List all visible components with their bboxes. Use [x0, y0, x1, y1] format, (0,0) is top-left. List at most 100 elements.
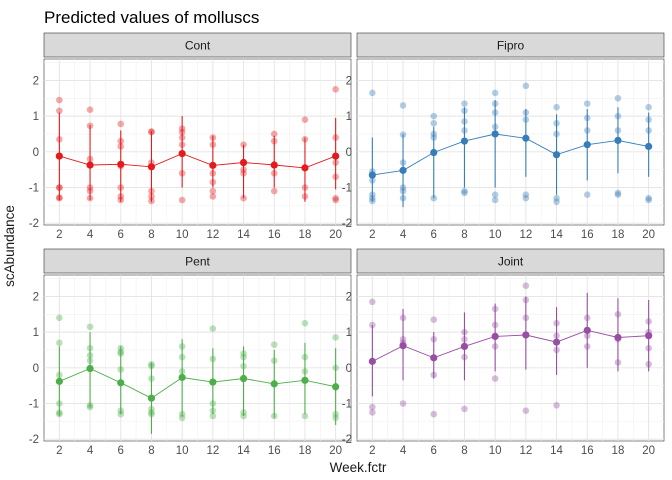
x-tick-label: 12 — [206, 445, 219, 457]
raw-point-cont — [270, 187, 278, 195]
x-tick-label: 2 — [369, 229, 375, 241]
predicted-point-fipro — [614, 136, 622, 144]
x-tick-label: 16 — [581, 445, 594, 457]
predicted-point-joint — [430, 354, 438, 362]
raw-point-fipro — [553, 194, 560, 202]
predicted-point-joint — [645, 332, 653, 340]
raw-point-fipro — [645, 103, 652, 111]
raw-point-fipro — [491, 196, 499, 204]
raw-point-pent — [56, 314, 63, 322]
raw-point-fipro — [369, 89, 376, 97]
x-tick-label: 12 — [206, 229, 219, 241]
raw-point-cont — [332, 86, 339, 93]
y-tick-label: 0 — [346, 363, 352, 375]
x-tick-label: 18 — [299, 445, 312, 457]
x-tick-label: 20 — [329, 229, 342, 241]
predicted-point-cont — [209, 161, 217, 169]
raw-point-pent — [209, 412, 217, 420]
raw-point-fipro — [583, 100, 591, 107]
raw-point-joint — [369, 298, 376, 306]
predicted-point-fipro — [491, 130, 499, 138]
predicted-point-pent — [270, 380, 278, 388]
predicted-point-fipro — [522, 134, 530, 142]
y-tick-label: 1 — [346, 111, 352, 123]
predicted-point-pent — [86, 364, 94, 373]
y-tick-label: 2 — [33, 75, 39, 87]
predicted-point-fipro — [430, 148, 438, 157]
x-tick-label: 20 — [642, 445, 655, 457]
strip-label-cont: Cont — [185, 39, 211, 53]
raw-point-cont — [56, 96, 63, 104]
strip-label-fipro: Fipro — [497, 39, 525, 53]
x-tick-label: 12 — [519, 229, 532, 241]
raw-point-cont — [86, 106, 94, 113]
chart-title: Predicted values of molluscs — [44, 8, 259, 27]
predicted-point-pent — [117, 379, 125, 387]
strip-pent — [43, 248, 352, 274]
predicted-point-pent — [178, 373, 186, 382]
y-tick-label: 2 — [346, 75, 352, 87]
x-tick-label: 6 — [431, 445, 437, 457]
strip-fipro — [356, 32, 665, 58]
predicted-point-fipro — [645, 142, 653, 151]
raw-point-fipro — [399, 102, 407, 109]
x-tick-label: 10 — [489, 229, 502, 241]
y-tick-label: 0 — [346, 147, 352, 159]
x-tick-label: 4 — [400, 445, 407, 457]
x-tick-label: 2 — [56, 229, 62, 241]
x-tick-label: 4 — [87, 445, 94, 457]
raw-point-pent — [56, 339, 63, 347]
raw-point-joint — [553, 402, 560, 409]
raw-point-fipro — [522, 191, 530, 198]
x-tick-label: 12 — [519, 445, 532, 457]
x-tick-label: 8 — [461, 445, 467, 457]
x-tick-label: 14 — [550, 229, 563, 241]
x-axis-title: Week.fctr — [330, 460, 387, 475]
x-tick-label: 14 — [237, 229, 250, 241]
x-tick-label: 2 — [56, 445, 62, 457]
raw-point-fipro — [614, 191, 622, 198]
raw-point-fipro — [553, 198, 560, 206]
predicted-point-pent — [332, 383, 340, 391]
predicted-point-pent — [239, 374, 248, 383]
predicted-point-cont — [239, 158, 248, 167]
strip-cont — [43, 32, 352, 58]
raw-point-fipro — [522, 194, 530, 202]
predicted-point-fipro — [460, 137, 469, 145]
raw-point-pent — [209, 325, 217, 332]
raw-point-joint — [430, 410, 438, 418]
raw-point-fipro — [645, 194, 652, 202]
x-tick-label: 14 — [237, 445, 250, 457]
raw-point-cont — [332, 196, 339, 204]
raw-point-joint — [522, 282, 530, 290]
y-tick-label: -1 — [342, 183, 352, 195]
x-tick-label: 8 — [148, 229, 154, 241]
raw-point-joint — [369, 409, 376, 416]
raw-point-cont — [56, 107, 63, 115]
raw-point-cont — [209, 187, 217, 195]
raw-point-pent — [301, 412, 309, 420]
x-tick-label: 16 — [268, 445, 281, 457]
raw-point-joint — [461, 405, 468, 413]
predicted-point-joint — [368, 357, 376, 365]
raw-point-cont — [301, 116, 309, 123]
raw-point-pent — [117, 410, 125, 418]
raw-point-fipro — [491, 191, 499, 198]
y-tick-label: 1 — [33, 111, 39, 123]
y-tick-label: -2 — [29, 218, 39, 230]
predicted-line-joint — [372, 329, 649, 362]
raw-point-fipro — [430, 119, 438, 127]
x-tick-label: 4 — [87, 229, 94, 241]
y-tick-label: 0 — [33, 363, 39, 375]
raw-point-pent — [86, 323, 94, 331]
predicted-point-joint — [614, 333, 622, 342]
raw-point-fipro — [461, 187, 468, 195]
raw-point-fipro — [614, 189, 622, 197]
x-tick-label: 6 — [118, 445, 124, 457]
